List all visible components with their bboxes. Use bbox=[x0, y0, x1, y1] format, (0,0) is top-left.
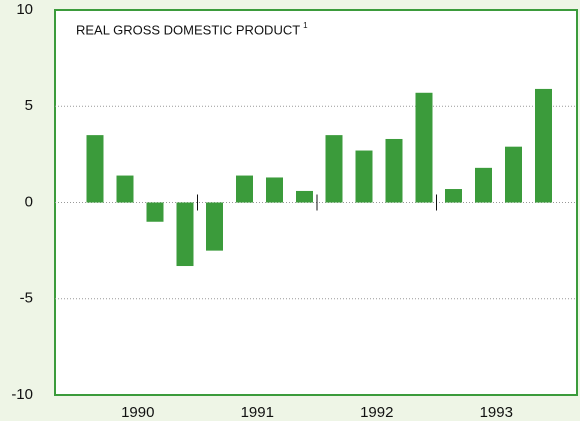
bar bbox=[445, 189, 462, 203]
bar bbox=[116, 175, 134, 203]
chart-title: REAL GROSS DOMESTIC PRODUCT bbox=[76, 22, 300, 37]
bar bbox=[206, 202, 223, 251]
bar bbox=[535, 88, 552, 203]
y-tick-label: 10 bbox=[16, 1, 33, 18]
bar bbox=[146, 202, 164, 222]
bar bbox=[266, 177, 283, 203]
y-tick-label: -10 bbox=[11, 386, 33, 403]
bar bbox=[415, 92, 433, 203]
bar bbox=[505, 146, 522, 203]
bar bbox=[325, 135, 343, 203]
x-tick-label: 1990 bbox=[121, 404, 154, 421]
x-tick-label: 1991 bbox=[241, 404, 274, 421]
bar bbox=[355, 150, 373, 203]
bar bbox=[86, 135, 104, 203]
bar bbox=[475, 167, 492, 203]
bar bbox=[176, 202, 194, 267]
y-tick-label: 5 bbox=[25, 97, 33, 114]
y-tick-label: 0 bbox=[25, 193, 33, 210]
y-tick-label: -5 bbox=[20, 290, 33, 307]
bar bbox=[236, 175, 253, 203]
bar bbox=[296, 190, 313, 203]
bar bbox=[385, 138, 403, 203]
x-tick-label: 1992 bbox=[360, 404, 393, 421]
x-tick-label: 1993 bbox=[480, 404, 513, 421]
title-footnote: 1 bbox=[303, 21, 308, 30]
